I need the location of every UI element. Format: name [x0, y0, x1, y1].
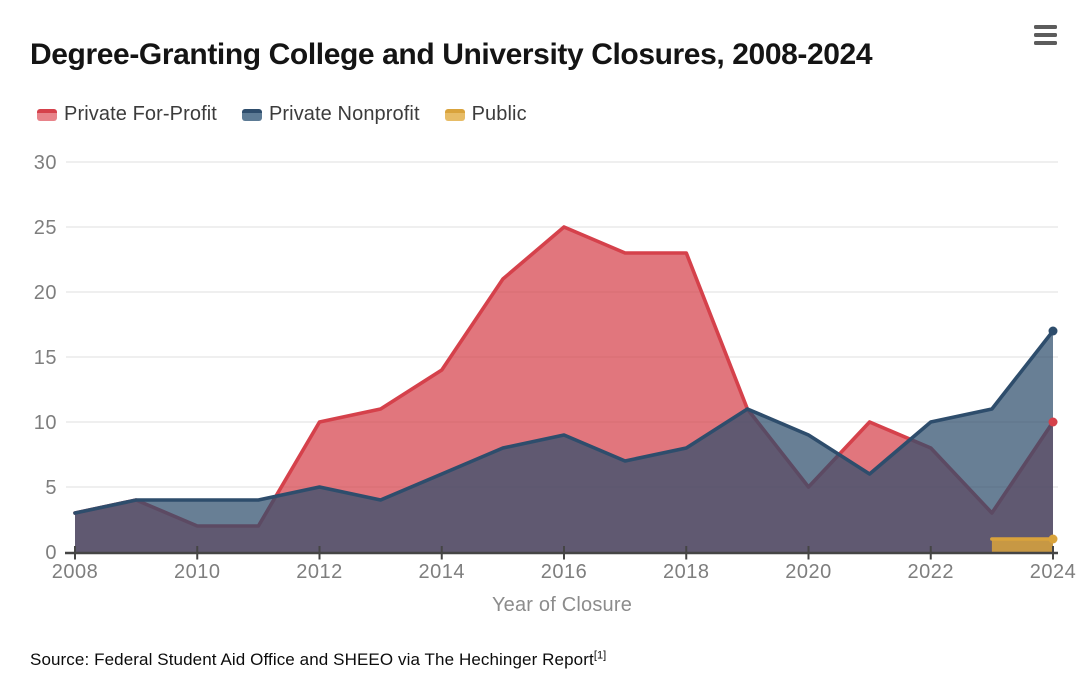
y-tick-label: 15 — [34, 347, 57, 369]
end-dot-private-nonprofit — [1048, 326, 1058, 336]
legend-label: Private For-Profit — [64, 103, 217, 125]
y-tick-label: 30 — [34, 152, 57, 174]
source-note: Source: Federal Student Aid Office and S… — [30, 650, 606, 670]
citation-superscript: [1] — [593, 649, 607, 662]
y-tick-label: 20 — [34, 282, 57, 304]
legend-item-private-for-profit: Private For-Profit — [37, 103, 217, 126]
legend-swatch-private-nonprofit-icon — [241, 108, 262, 121]
hamburger-icon — [1034, 33, 1057, 37]
menu-button[interactable] — [1034, 25, 1057, 45]
y-tick-label: 0 — [45, 542, 57, 564]
legend-swatch-public-icon — [444, 108, 465, 121]
line-private-nonprofit — [73, 329, 1055, 515]
y-tick-label: 10 — [34, 412, 57, 434]
x-tick-label: 2010 — [174, 561, 221, 583]
legend-label: Public — [471, 103, 527, 125]
legend-item-private-nonprofit: Private Nonprofit — [241, 103, 420, 126]
end-dot-public — [1048, 534, 1058, 544]
hamburger-icon — [1034, 41, 1057, 45]
legend-swatch-private-for-profit-icon — [37, 108, 57, 121]
x-axis-title: Year of Closure — [491, 594, 633, 616]
source-text: Source: Federal Student Aid Office and S… — [30, 650, 594, 669]
legend: Private For-Profit Private Nonprofit Pub… — [37, 103, 527, 126]
area-private-nonprofit — [75, 331, 1053, 552]
x-tick-label: 2020 — [785, 561, 832, 583]
legend-item-public: Public — [444, 103, 527, 126]
y-tick-label: 5 — [45, 477, 57, 499]
y-tick-label: 25 — [34, 217, 57, 239]
x-tick-label: 2022 — [908, 561, 955, 583]
end-dot-private-for-profit — [1048, 417, 1058, 427]
x-tick-label: 2024 — [1030, 561, 1077, 583]
x-tick-label: 2008 — [52, 561, 99, 583]
page-title: Degree-Granting College and University C… — [30, 38, 873, 72]
legend-label: Private Nonprofit — [268, 103, 420, 125]
area-public — [991, 539, 1053, 552]
x-tick-label: 2016 — [541, 561, 588, 583]
x-tick-label: 2014 — [419, 561, 466, 583]
area-private-for-profit — [75, 227, 1053, 552]
hamburger-icon — [1034, 25, 1057, 29]
x-tick-label: 2012 — [296, 561, 343, 583]
x-tick-label: 2018 — [663, 561, 710, 583]
